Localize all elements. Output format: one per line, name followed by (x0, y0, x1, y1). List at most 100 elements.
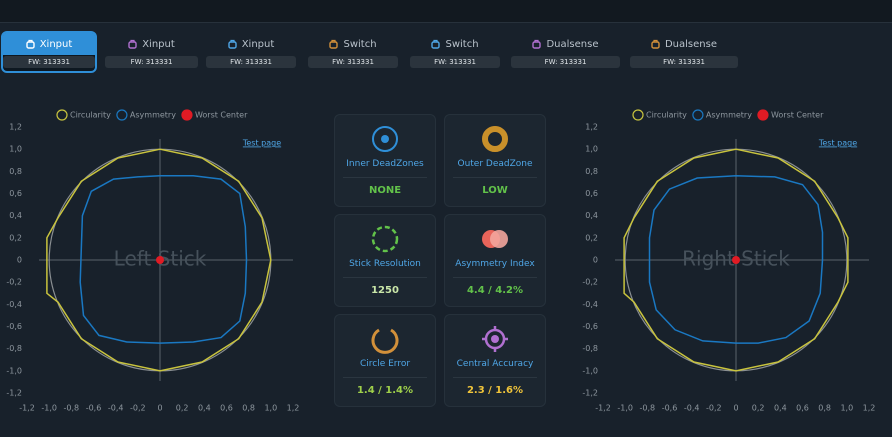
y-tick-label: -0,2 (6, 278, 22, 287)
controller-tab[interactable]: Xinput FW: 313331 (206, 33, 296, 71)
y-tick-label: 0,6 (9, 189, 22, 198)
controller-tab[interactable]: Xinput FW: 313331 (1, 31, 97, 73)
y-tick-label: 1,0 (585, 145, 598, 154)
legend-label: Worst Center (771, 111, 824, 120)
y-tick-label: -1,2 (6, 389, 22, 398)
tab-icon (329, 39, 339, 49)
x-tick-label: -1,0 (617, 404, 633, 413)
x-tick-label: 0 (157, 404, 162, 413)
controller-tab[interactable]: Switch FW: 313331 (410, 33, 500, 71)
metric-icon (482, 230, 508, 248)
metric-icon (371, 225, 399, 253)
x-tick-label: 0,4 (198, 404, 211, 413)
controller-tab[interactable]: Xinput FW: 313331 (105, 33, 198, 71)
y-tick-label: 1,2 (585, 123, 598, 132)
firmware-label: FW: 313331 (410, 56, 500, 68)
separator (453, 277, 537, 278)
worst-center (156, 256, 164, 264)
metric-card: Inner DeadZones NONE (334, 114, 436, 207)
y-tick-label: 0,8 (585, 167, 598, 176)
y-tick-label: -1,0 (6, 366, 22, 375)
series-line (623, 148, 849, 372)
metric-title: Inner DeadZones (346, 159, 424, 169)
metric-icon (371, 328, 399, 354)
metric-value: NONE (368, 185, 402, 196)
legend-label: Circularity (70, 111, 111, 120)
tab-icon (228, 39, 237, 49)
y-tick-label: -0,6 (6, 322, 22, 331)
firmware-label: FW: 313331 (105, 56, 198, 68)
y-tick-label: 0,6 (585, 189, 598, 198)
x-tick-label: -1,2 (595, 404, 611, 413)
y-tick-label: -0,8 (6, 344, 22, 353)
y-tick-label: -1,2 (582, 389, 598, 398)
legend-label: Asymmetry (706, 111, 752, 120)
tab-label-row: Xinput (3, 33, 95, 55)
legend-label: Asymmetry (130, 111, 176, 120)
tab-label-row: Switch (410, 33, 500, 55)
tab-label-row: Dualsense (630, 33, 738, 55)
firmware-label: FW: 313331 (511, 56, 620, 68)
legend-swatch (692, 109, 704, 121)
y-tick-label: 0,4 (585, 211, 598, 220)
tab-label: Dualsense (664, 38, 717, 50)
legend-swatch (56, 109, 68, 121)
series-line (79, 175, 248, 344)
legend-label: Circularity (646, 111, 687, 120)
firmware-label: FW: 313331 (3, 56, 95, 68)
x-tick-label: -0,2 (706, 404, 722, 413)
separator (453, 377, 537, 378)
firmware-label: FW: 313331 (206, 56, 296, 68)
x-tick-label: -0,8 (64, 404, 80, 413)
legend-swatch (757, 109, 769, 121)
controller-tab[interactable]: Switch FW: 313331 (308, 33, 398, 71)
metric-card: Stick Resolution 1250 (334, 214, 436, 307)
controller-tab[interactable]: Dualsense FW: 313331 (511, 33, 620, 71)
tab-icon (431, 39, 441, 49)
firmware-label: FW: 313331 (630, 56, 738, 68)
tab-icon (651, 39, 660, 49)
tab-icon (532, 39, 542, 49)
metric-title: Outer DeadZone (457, 159, 533, 169)
metric-value: LOW (482, 185, 508, 196)
controller-tab[interactable]: Dualsense FW: 313331 (630, 33, 738, 71)
x-tick-label: 1,0 (840, 404, 853, 413)
tab-label: Xinput (241, 38, 275, 50)
x-tick-label: 0,6 (220, 404, 233, 413)
top-bar (0, 0, 892, 23)
test-page-link[interactable]: Test page (818, 139, 857, 148)
metric-title: Asymmetry Index (455, 259, 535, 269)
metric-value: 4.4 / 4.2% (466, 285, 524, 296)
metric-value: 2.3 / 1.6% (466, 385, 524, 396)
tab-label: Xinput (142, 38, 175, 50)
y-tick-label: 1,0 (9, 145, 22, 154)
metric-title: Central Accuracy (456, 359, 534, 369)
x-tick-label: 0,4 (774, 404, 787, 413)
y-tick-label: 0 (593, 256, 598, 265)
metric-title: Stick Resolution (349, 259, 421, 269)
y-tick-label: -0,8 (582, 344, 598, 353)
x-tick-label: 0,2 (176, 404, 189, 413)
y-tick-label: 1,2 (9, 123, 22, 132)
x-tick-label: -0,6 (86, 404, 102, 413)
tab-label-row: Xinput (105, 33, 198, 55)
tab-icon (128, 39, 137, 49)
test-page-link[interactable]: Test page (242, 139, 281, 148)
y-tick-label: 0,8 (9, 167, 22, 176)
x-tick-label: -0,4 (684, 404, 700, 413)
metric-title: Circle Error (359, 359, 411, 369)
x-tick-label: -0,2 (130, 404, 146, 413)
tab-label: Xinput (39, 38, 73, 50)
firmware-label: FW: 313331 (308, 56, 398, 68)
metric-icon (482, 126, 508, 152)
tab-label: Switch (445, 38, 479, 50)
metric-value: 1.4 / 1.4% (356, 385, 414, 396)
metric-card: Asymmetry Index 4.4 / 4.2% (444, 214, 546, 307)
y-tick-label: 0,4 (9, 211, 22, 220)
y-tick-label: 0,2 (9, 233, 22, 242)
separator (343, 377, 427, 378)
series-line (46, 148, 272, 372)
x-tick-label: -0,8 (640, 404, 656, 413)
x-tick-label: 0,8 (818, 404, 831, 413)
